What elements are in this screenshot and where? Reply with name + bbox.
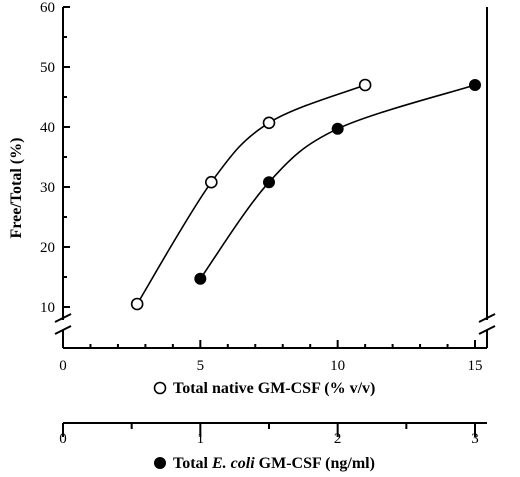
right-axis-break-mark bbox=[478, 325, 496, 335]
x-axis-title-ecoli-suffix: GM-CSF (ng/ml) bbox=[255, 455, 375, 472]
series-curve-ecoli bbox=[199, 84, 476, 280]
y-tick-label: 30 bbox=[40, 180, 55, 196]
y-tick-label: 10 bbox=[40, 300, 55, 316]
right-axis-break-mark bbox=[478, 313, 496, 323]
x-tick-label-native: 10 bbox=[330, 358, 345, 374]
data-point-filled-circle bbox=[194, 272, 207, 285]
x-axis-title-native: Total native GM-CSF (% v/v) bbox=[173, 380, 375, 397]
x-tick-label-ecoli: 1 bbox=[197, 431, 205, 447]
series-curves bbox=[136, 84, 476, 305]
y-tick-label: 60 bbox=[40, 0, 55, 16]
axes: 10 20 30 40 50 60 0 5 10 15 0 1 2 3 bbox=[40, 0, 496, 469]
legend-marker-open-circle bbox=[153, 381, 167, 395]
x-tick-label-ecoli: 0 bbox=[59, 431, 67, 447]
data-point-filled-circle bbox=[331, 122, 344, 135]
data-point-open-circle bbox=[358, 78, 372, 92]
data-point-filled-circle bbox=[263, 176, 275, 189]
y-axis-title: Free/Total (%) bbox=[8, 138, 25, 239]
legend-marker-filled-circle bbox=[154, 457, 166, 469]
y-tick-label: 20 bbox=[40, 240, 55, 256]
series-curve-native bbox=[136, 84, 366, 305]
x-tick-label-ecoli: 3 bbox=[471, 431, 479, 447]
y-tick-label: 40 bbox=[40, 120, 55, 136]
x-tick-label-ecoli: 2 bbox=[334, 431, 342, 447]
x-axis-title-native-text: Total native GM-CSF (% v/v) bbox=[173, 380, 375, 397]
data-point-open-circle bbox=[262, 116, 276, 130]
x-tick-label-native: 5 bbox=[197, 358, 205, 374]
data-point-open-circle bbox=[130, 297, 144, 311]
y-tick-label: 50 bbox=[40, 60, 55, 76]
series-points bbox=[130, 78, 481, 311]
x-axis-title-ecoli-italic: E. coli bbox=[211, 455, 255, 472]
data-point-open-circle bbox=[205, 175, 218, 189]
y-axis-break-mark bbox=[54, 325, 72, 335]
x-axis-title-ecoli: Total E. coli GM-CSF (ng/ml) bbox=[173, 455, 375, 472]
data-point-filled-circle bbox=[469, 79, 481, 91]
x-tick-label-native: 15 bbox=[468, 358, 483, 374]
x-axis-title-ecoli-prefix: Total bbox=[173, 455, 212, 472]
y-axis-break-mark bbox=[54, 313, 72, 323]
x-tick-label-native: 0 bbox=[59, 358, 67, 374]
